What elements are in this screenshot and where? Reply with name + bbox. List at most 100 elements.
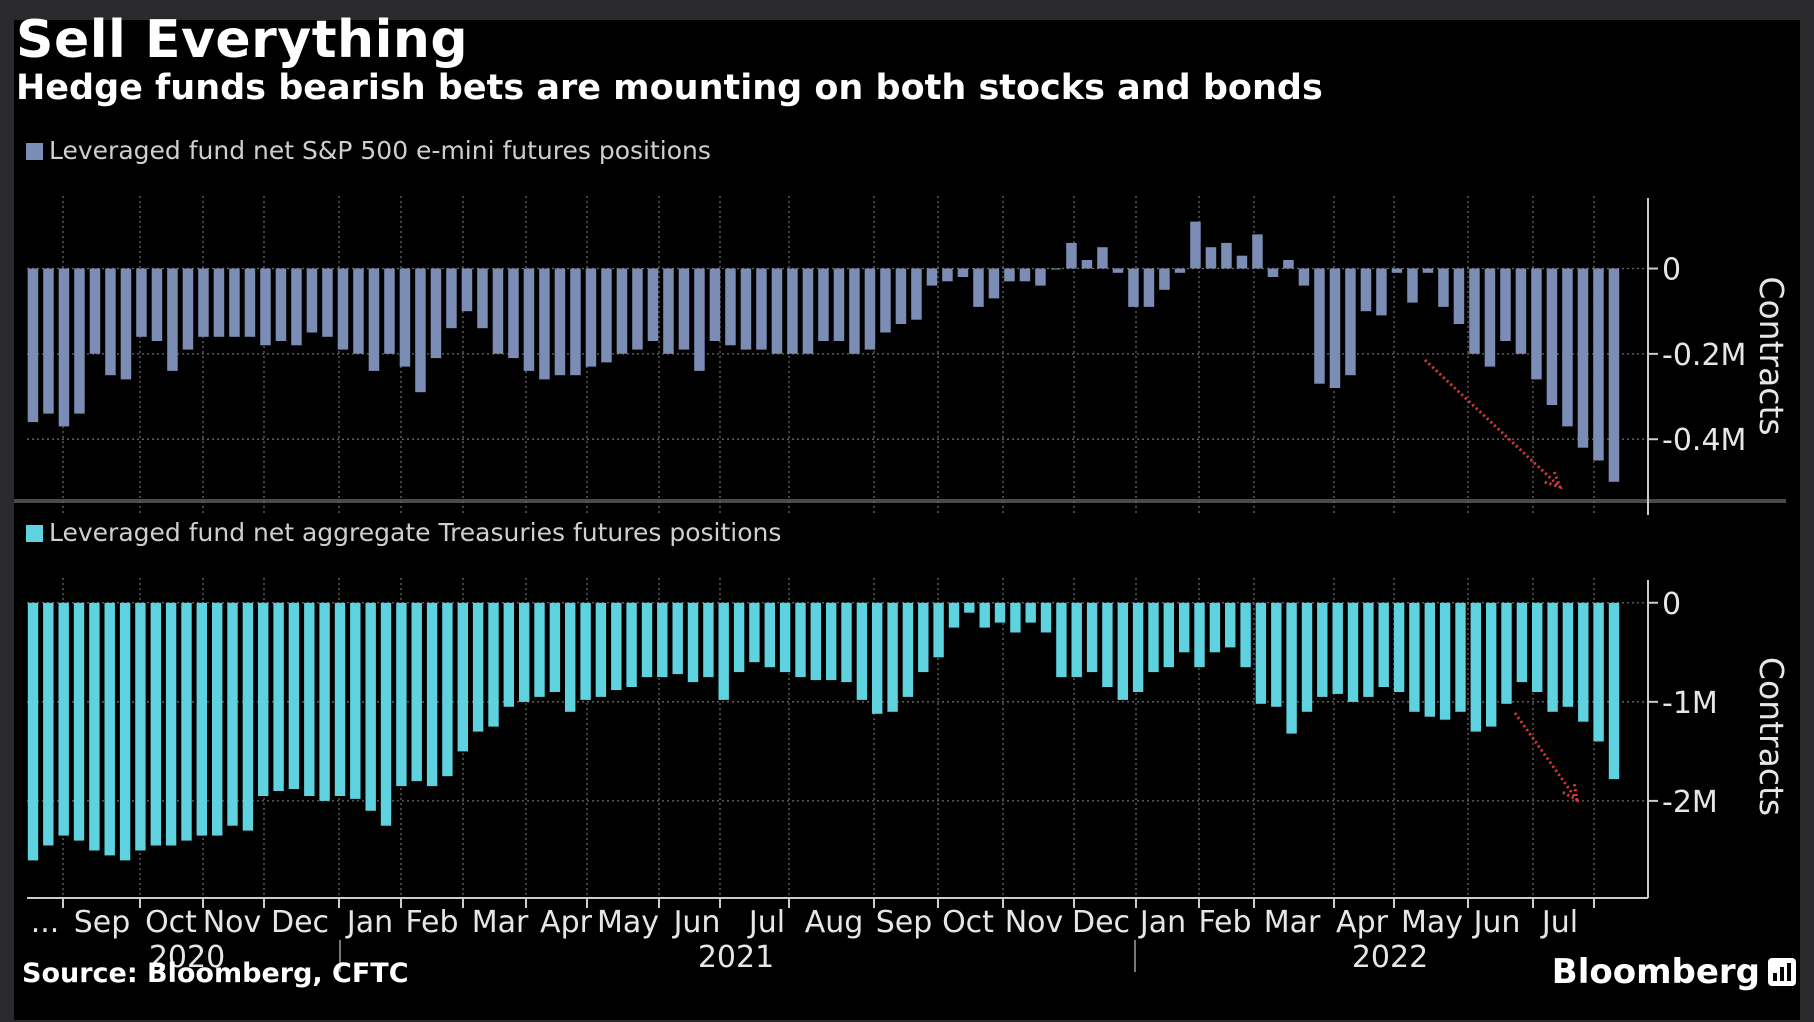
bar [841,602,852,683]
bar [1221,242,1232,269]
source-note: Source: Bloomberg, CFTC [22,958,409,989]
x-year-label: 2021 [698,940,774,975]
bar [1516,602,1528,683]
bar [1298,268,1310,286]
bar [213,268,225,337]
bar [626,602,637,687]
trend-arrow-line [1513,712,1579,801]
trend-arrow-icon [1562,783,1580,803]
bar [1159,268,1170,290]
bar [709,268,721,341]
bar [1255,602,1267,704]
bar [595,602,607,697]
bar [503,602,514,707]
bar [1329,268,1341,388]
trend-arrow-icon [1544,471,1563,490]
bar [196,602,207,836]
bar [657,602,668,678]
bar [165,602,177,846]
bar [1128,268,1139,307]
x-tick-label: Dec [271,905,329,940]
bar [446,268,457,329]
bar [672,602,683,675]
bar [181,602,192,841]
bar [260,268,271,346]
bar [988,268,1000,299]
bar [1267,268,1279,277]
bar [334,602,346,796]
x-tick-label: Jul [1540,905,1578,940]
bar [104,602,115,856]
bar [1546,268,1558,405]
bar [229,268,240,337]
legend-treasuries: Leveraged fund net aggregate Treasuries … [26,518,781,547]
bar [632,268,643,350]
legend-label-treasuries: Leveraged fund net aggregate Treasuries … [49,518,782,547]
bar [1035,268,1046,286]
bar [678,268,690,350]
bar [135,602,146,851]
bar [1438,268,1449,307]
bar [1050,268,1062,270]
bar [733,602,745,673]
bar [74,268,85,414]
x-tick-label: Nov [203,905,262,940]
bar [1363,602,1374,697]
bar [1194,602,1205,668]
bar [1174,268,1186,273]
bar [442,602,453,777]
bar [275,268,287,341]
bar [43,602,54,846]
bar [151,268,163,341]
y-tick-label: 0 [1662,587,1681,622]
bar [488,602,499,727]
panel-divider [14,499,1786,503]
bar [964,602,975,613]
bar [1236,255,1248,269]
bar [242,602,254,831]
bar [1102,602,1113,687]
bar [1271,602,1282,707]
bar [787,268,798,354]
x-tick-label: Apr [540,905,593,940]
bar [273,602,284,791]
bar [27,602,39,861]
bar [779,602,791,673]
bar [353,268,364,354]
bar [1578,602,1589,722]
bar [337,268,349,350]
bar [795,602,806,678]
bar [1500,268,1511,341]
x-tick-label: ... [31,905,60,940]
bar [461,268,473,312]
bar [1332,602,1343,694]
chart-subtitle: Hedge funds bearish bets are mounting on… [16,68,1323,108]
x-axis: ... Sep Oct Nov Dec Jan Feb Mar Apr May Jun Jul Aug S… [27,897,1648,975]
bar [1004,268,1015,282]
bar [244,268,256,337]
bar [957,268,969,277]
bar [89,268,101,354]
bar [1484,268,1496,367]
bar [1209,602,1221,653]
bar [818,268,829,341]
bar [1608,268,1620,482]
bar [833,268,845,341]
bar [227,602,238,826]
bar [749,602,760,663]
bar [979,602,990,628]
y-tick-label: -2M [1662,785,1718,820]
bar [119,602,131,861]
bar [1593,602,1604,742]
bar [1301,602,1313,712]
y-axis-label: Contracts [1752,276,1791,435]
bar [1190,221,1201,269]
bar [585,268,597,367]
x-tick-label: Nov [1005,905,1064,940]
bar [167,268,178,371]
bar [58,602,69,836]
x-tick-label: Apr [1336,905,1389,940]
bar [554,268,566,376]
bar [1117,602,1128,700]
bar [1455,602,1466,712]
